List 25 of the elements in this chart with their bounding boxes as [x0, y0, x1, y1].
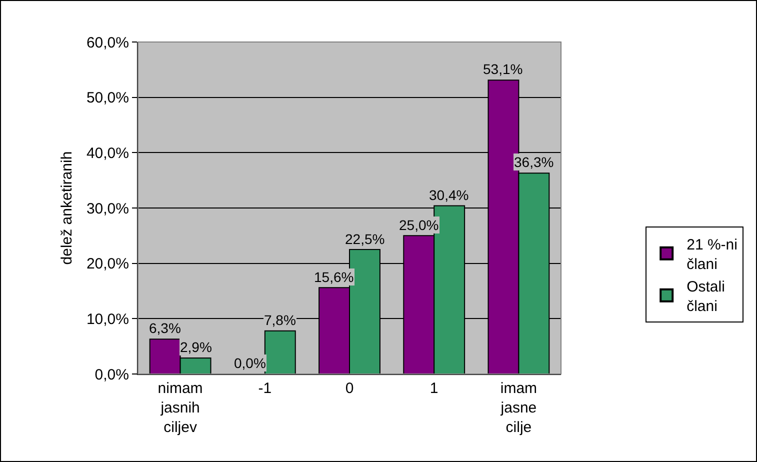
data-label: 15,6%: [314, 269, 354, 285]
data-label: 6,3%: [149, 320, 181, 336]
x-tick-label: nimam jasnih ciljev: [158, 380, 203, 436]
data-label: 7,8%: [264, 312, 296, 328]
legend-label: Ostali člani: [686, 278, 725, 315]
x-tick-label: 1: [430, 380, 438, 397]
data-label: 36,3%: [514, 154, 554, 170]
legend-label: 21 %-ni člani: [686, 236, 738, 273]
y-tick-label: 40,0%: [86, 144, 129, 162]
y-tick-label: 0,0%: [94, 366, 129, 384]
data-label: 25,0%: [399, 217, 439, 233]
y-tick-label: 20,0%: [86, 256, 129, 273]
data-label: 30,4%: [429, 187, 469, 203]
data-label: 0,0%: [234, 355, 266, 371]
data-label: 53,1%: [483, 61, 523, 77]
y-tick-label: 50,0%: [86, 90, 129, 107]
data-label: 2,9%: [180, 339, 212, 355]
x-tick-label: 0: [345, 380, 354, 397]
x-tick-label: -1: [258, 380, 272, 397]
y-axis-title: delež anketiranih: [58, 151, 76, 265]
x-tick-label: imam jasne cilje: [500, 380, 538, 436]
y-tick-label: 60,0%: [86, 34, 129, 52]
data-label: 22,5%: [345, 231, 385, 247]
y-tick-label: 10,0%: [86, 310, 129, 328]
y-tick-label: 30,0%: [86, 200, 129, 218]
